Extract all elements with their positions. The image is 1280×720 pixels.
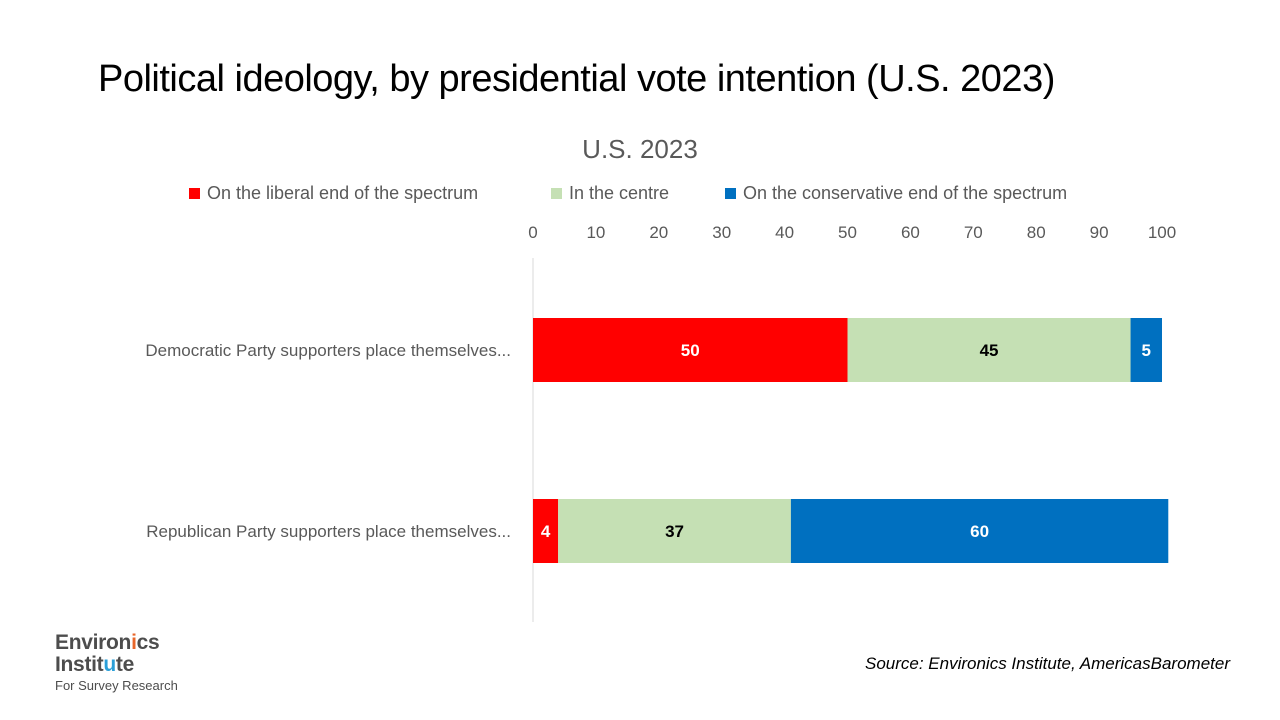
x-axis-ticks: 0 10 20 30 40 50 60 70 80 90 100: [528, 223, 1176, 242]
x-tick-label: 0: [528, 223, 537, 242]
logo-text-part: cs: [136, 631, 160, 654]
bar-segment: [533, 318, 848, 382]
logo-text-part: Instit: [55, 653, 104, 676]
x-tick-label: 30: [712, 223, 731, 242]
x-tick-label: 20: [649, 223, 668, 242]
bar-segment: [558, 499, 791, 563]
bar-segment: [1130, 318, 1162, 382]
legend-swatch: [189, 188, 200, 199]
legend-label: On the conservative end of the spectrum: [743, 183, 1067, 203]
bars: [533, 318, 1169, 563]
data-label: 37: [665, 522, 684, 541]
chart-title: U.S. 2023: [582, 134, 698, 164]
slide-title: Political ideology, by presidential vote…: [98, 58, 1055, 100]
data-labels: 50 45 5 4 37 60: [541, 341, 1151, 541]
x-tick-label: 80: [1027, 223, 1046, 242]
legend-swatch: [725, 188, 736, 199]
logo-text-part: Environ: [55, 631, 132, 654]
legend-swatch: [551, 188, 562, 199]
data-label: 50: [681, 341, 700, 360]
bar-segment: [790, 499, 1169, 563]
data-label: 60: [970, 522, 989, 541]
logo-text-accent: i: [131, 631, 137, 654]
category-label: Republican Party supporters place themse…: [146, 522, 511, 541]
data-label: 45: [980, 341, 999, 360]
logo-text-part: te: [115, 653, 134, 676]
x-tick-label: 70: [964, 223, 983, 242]
data-label: 5: [1142, 341, 1151, 360]
source-note: Source: Environics Institute, AmericasBa…: [864, 654, 1230, 673]
environics-logo: Environics Institute For Survey Research: [55, 632, 178, 692]
bar-segment: [847, 318, 1131, 382]
category-label: Democratic Party supporters place themse…: [145, 341, 511, 360]
data-label: 4: [541, 522, 551, 541]
x-tick-label: 100: [1148, 223, 1176, 242]
logo-text-accent: u: [103, 653, 116, 676]
bar-segment: [533, 499, 559, 563]
x-tick-label: 90: [1090, 223, 1109, 242]
chart-legend: On the liberal end of the spectrum In the…: [189, 183, 1067, 203]
legend-label: On the liberal end of the spectrum: [207, 183, 478, 203]
x-tick-label: 40: [775, 223, 794, 242]
legend-label: In the centre: [569, 183, 669, 203]
logo-tagline: For Survey Research: [55, 678, 178, 693]
x-tick-label: 60: [901, 223, 920, 242]
x-tick-label: 10: [586, 223, 605, 242]
x-tick-label: 50: [838, 223, 857, 242]
category-labels: Democratic Party supporters place themse…: [145, 341, 511, 541]
